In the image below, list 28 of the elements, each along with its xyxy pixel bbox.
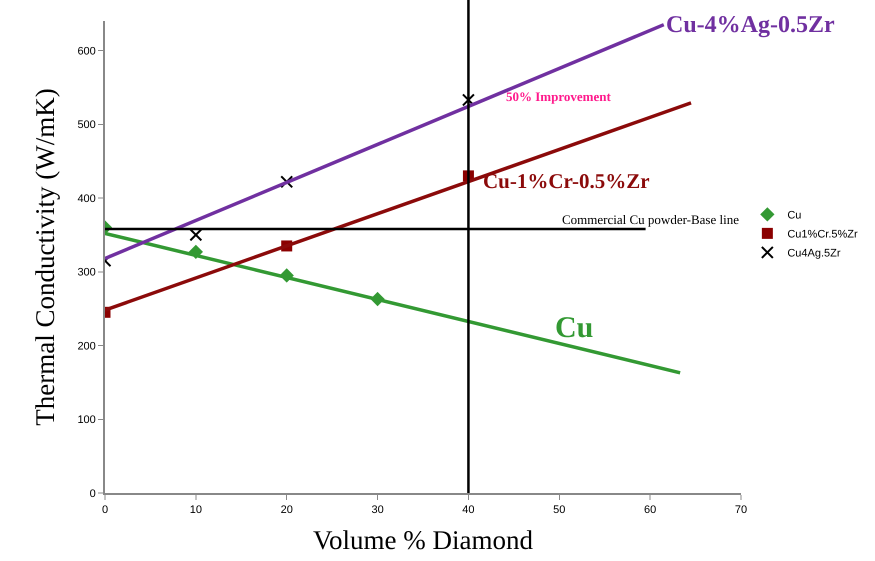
x-axis-title: Volume % Diamond [313,525,534,556]
x-tick-label: 30 [371,504,384,516]
y-tick-label: 0 [90,488,96,500]
legend-label: Cu4Ag.5Zr [787,248,841,260]
x-tick-label: 20 [280,504,293,516]
annotation: 50% Improvement [506,89,612,104]
y-tick-label: 600 [77,45,96,58]
legend-label: Cu1%Cr.5%Zr [787,228,858,241]
annotation: Cu-1%Cr-0.5%Zr [483,169,650,193]
y-tick-label: 200 [77,340,96,352]
x-tick-label: 70 [734,504,748,516]
y-tick-label: 300 [77,266,96,279]
x-tick-label: 60 [644,504,656,516]
point [462,93,475,106]
y-tick-label: 500 [77,119,96,132]
x-tick-label: 0 [102,504,108,516]
annotation: Cu-4%Ag-0.5Zr [666,12,836,38]
y-axis-title: Thermal Conductivity (W/mK) [30,88,60,426]
x-tick-label: 40 [462,504,475,516]
ref-line-label: Commercial Cu powder-Base line [562,212,740,227]
point [280,175,294,188]
y-tick-label: 400 [77,192,96,205]
point [189,228,202,242]
legend-label: Cu [787,210,802,222]
annotation: Cu [555,311,594,344]
x-tick-label: 50 [553,504,566,516]
x-tick-label: 10 [190,504,202,516]
y-tick-label: 100 [77,414,96,426]
